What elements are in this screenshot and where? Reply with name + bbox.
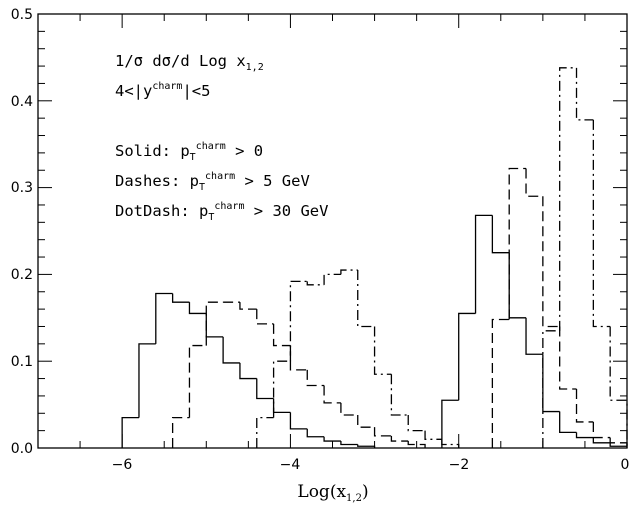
histogram-bin (171, 293, 190, 303)
histogram-bin (575, 67, 594, 121)
y-tick-label: 0.5 (11, 7, 33, 23)
y-tick-label: 0.1 (11, 354, 33, 370)
histogram-bin (138, 343, 156, 418)
histogram-bin (357, 444, 376, 448)
histogram-bin (491, 318, 510, 448)
histogram-bin (441, 399, 459, 448)
histogram-bin (188, 344, 207, 418)
histogram-bin (542, 196, 560, 328)
x-tick-label: −2 (449, 457, 470, 473)
histogram-bin (373, 427, 392, 437)
y-tick-labels: 0.0 0.1 0.2 0.3 0.4 0.5 (11, 7, 33, 457)
histogram-bin (306, 369, 325, 387)
histogram-bin (340, 402, 358, 416)
histogram-bin (559, 326, 577, 390)
histogram-bin (542, 354, 560, 413)
histogram-bin (306, 428, 325, 438)
histogram-bin (559, 67, 577, 331)
x-tick-label: −4 (280, 457, 301, 473)
histogram-bin (592, 437, 611, 444)
plot-frame (37, 13, 628, 449)
histogram-bin (323, 436, 341, 442)
histogram-bin (390, 374, 409, 416)
histogram-bin (256, 309, 274, 325)
histogram-bin (171, 416, 190, 448)
histogram-bin (373, 326, 392, 375)
histogram-bin (256, 416, 274, 448)
histogram-bin (323, 273, 341, 285)
histogram-bin (289, 280, 308, 362)
histogram-bin (272, 360, 291, 418)
x-axis-label: Log(x1,2) (297, 482, 368, 504)
y-tick-label: 0.3 (11, 180, 33, 196)
histogram-bin (289, 345, 308, 371)
histogram-bin (256, 378, 274, 400)
series-dotdash (256, 67, 628, 448)
annotation-block: 1/σ dσ/d Log x1,2 4<|ycharm|<5 Solid: pT… (115, 52, 328, 223)
histogram-bin (441, 439, 460, 448)
histogram-bin (525, 317, 543, 355)
x-tick-label: 0 (621, 457, 630, 473)
legend-solid: Solid: pTcharm > 0 (115, 141, 263, 163)
histogram-bin (272, 323, 291, 347)
legend-dashes: Dashes: pTcharm > 5 GeV (115, 171, 310, 193)
histogram-bin (323, 385, 341, 404)
histogram-bin (121, 416, 139, 448)
legend-dotdash: DotDash: pTcharm > 30 GeV (115, 201, 328, 223)
histogram-bin (474, 214, 493, 314)
histogram-bin (575, 388, 594, 423)
histogram-bin (575, 432, 594, 439)
y-tick-label: 0.4 (11, 94, 33, 110)
y-tick-label: 0.0 (11, 441, 33, 457)
histogram-bin (239, 302, 257, 310)
histogram-bin (205, 313, 224, 338)
histogram-bin (155, 292, 173, 344)
histogram-bin (340, 441, 358, 446)
histogram-bin (407, 441, 426, 448)
x-tick-labels: −6 −4 −2 0 (112, 457, 630, 473)
histogram-bin (592, 421, 611, 439)
histogram-bin (357, 415, 375, 428)
histogram-bin (592, 119, 611, 328)
histogram-bin (340, 269, 358, 275)
x-tick-label: −6 (112, 457, 133, 473)
histogram-bin (491, 215, 510, 254)
histogram-bin (525, 168, 543, 197)
histogram-bin (508, 167, 527, 320)
histogram-bin (508, 252, 527, 319)
histogram-bin (458, 312, 476, 401)
histogram-bin (272, 398, 291, 414)
histogram-bin (542, 330, 560, 448)
histogram-bin (407, 415, 426, 432)
histogram-bin (306, 281, 325, 286)
y-tick-label: 0.2 (11, 267, 33, 283)
histogram-bin (559, 411, 577, 434)
histogram-bin (239, 362, 257, 380)
histogram-bin (390, 435, 409, 442)
histogram-bin (289, 412, 308, 430)
histogram-series (121, 67, 628, 448)
histogram-bin (424, 430, 442, 440)
histogram-bin (188, 302, 207, 315)
histogram-bin (357, 270, 375, 328)
histogram-bin (609, 442, 628, 448)
histogram-bin (609, 326, 628, 448)
annotation-observable: 1/σ dσ/d Log x1,2 (115, 52, 264, 73)
histogram-bin (222, 336, 240, 364)
annotation-rapidity-cut: 4<|ycharm|<5 (115, 81, 210, 100)
axis-ticks (37, 13, 628, 449)
histogram-bin (205, 301, 224, 346)
